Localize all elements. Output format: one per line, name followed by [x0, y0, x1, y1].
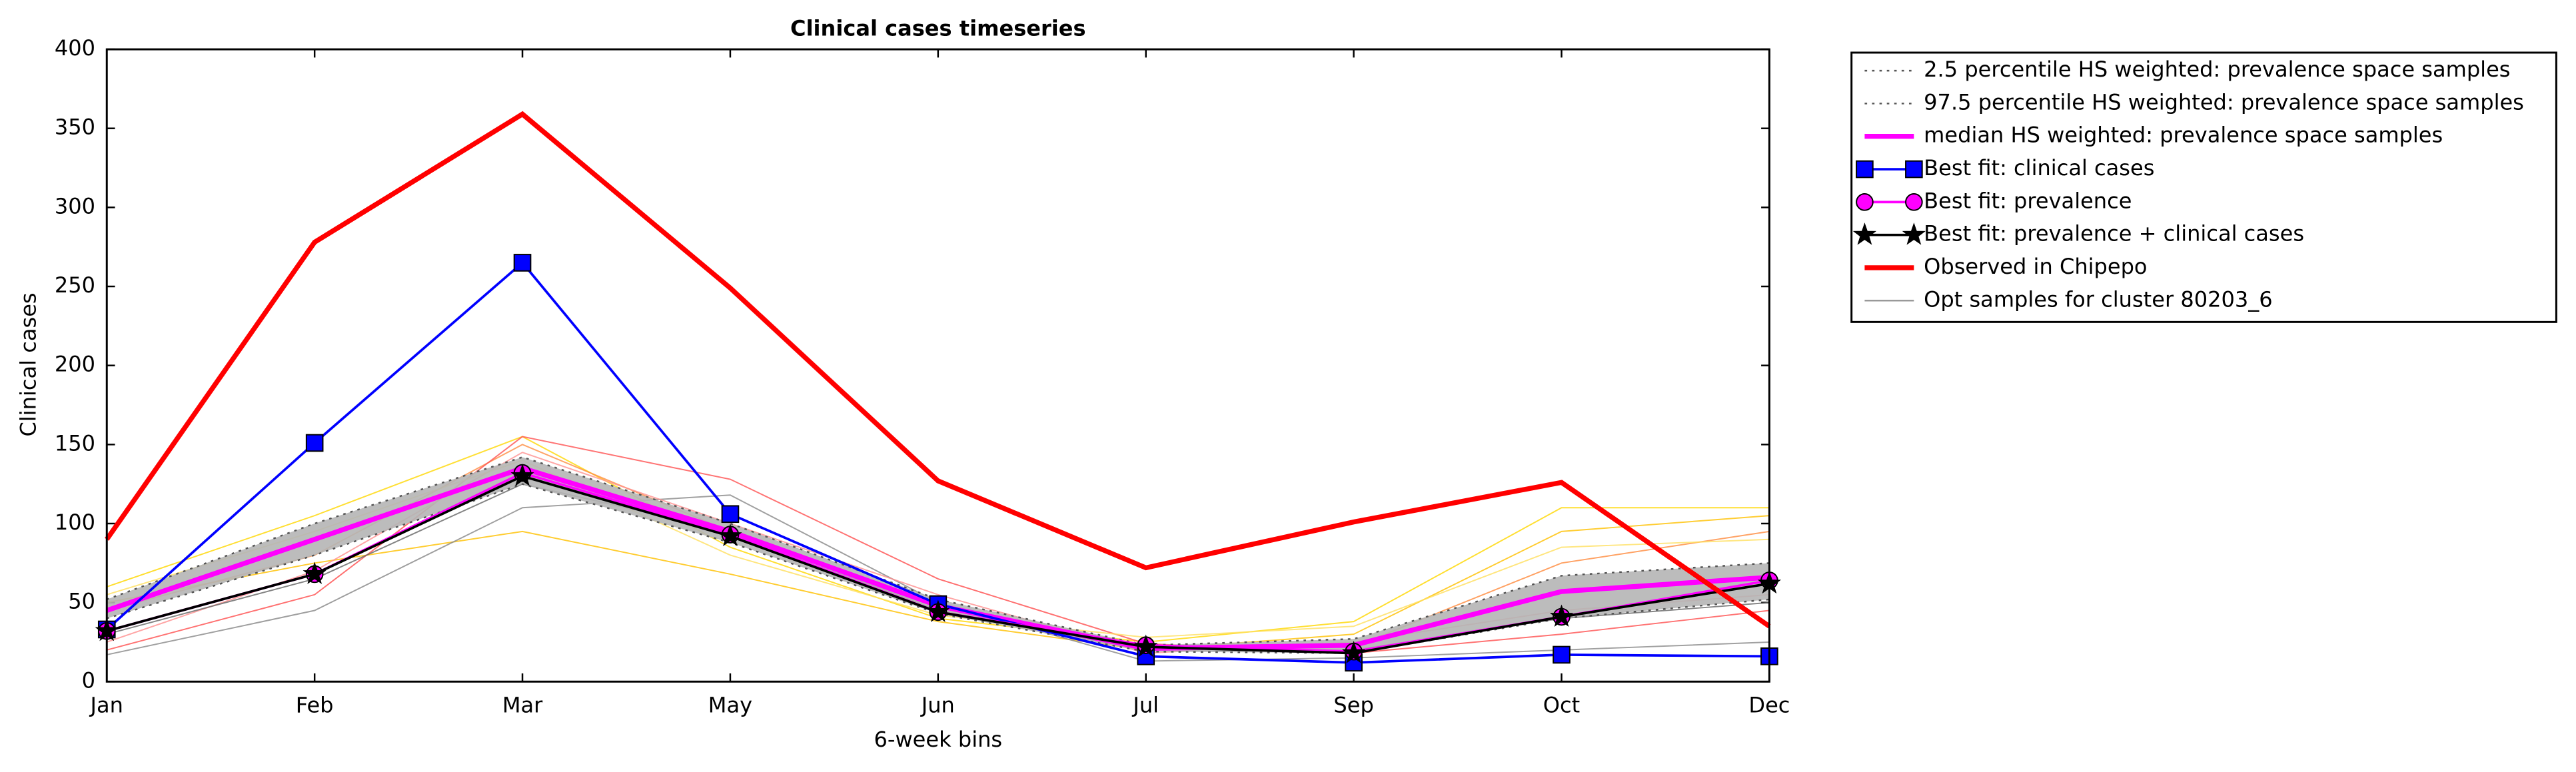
- x-tick-label: Mar: [502, 692, 543, 717]
- marker-star: [1549, 604, 1574, 627]
- marker-square: [1856, 160, 1874, 179]
- x-tick-label: Feb: [296, 692, 334, 717]
- marker-star: [303, 562, 326, 584]
- x-tick-label: Jul: [1131, 692, 1159, 717]
- y-tick-label: 250: [55, 272, 95, 298]
- marker-star: [926, 599, 950, 622]
- marker-circle: [1856, 193, 1874, 211]
- y-tick-label: 50: [68, 589, 95, 614]
- y-tick-label: 350: [55, 115, 95, 140]
- marker-circle: [1905, 193, 1923, 211]
- x-tick-label: Dec: [1748, 692, 1790, 717]
- x-tick-label: May: [708, 692, 752, 717]
- legend-label: 2.5 percentile HS weighted: prevalence s…: [1924, 57, 2510, 82]
- y-axis-label: Clinical cases: [15, 292, 41, 436]
- marker-star: [1902, 222, 1926, 245]
- marker-star: [1852, 222, 1877, 245]
- x-axis-label: 6-week bins: [874, 727, 1003, 752]
- legend-label: 97.5 percentile HS weighted: prevalence …: [1924, 89, 2524, 115]
- opt-sample-line: [107, 515, 1770, 651]
- legend-label: Best fit: prevalence + clinical cases: [1924, 221, 2304, 246]
- legend-label: Observed in Chipepo: [1924, 254, 2147, 279]
- y-tick-label: 300: [55, 193, 95, 218]
- legend-box: [1850, 51, 2557, 323]
- marker-star: [510, 464, 534, 486]
- legend: 2.5 percentile HS weighted: prevalence s…: [1852, 57, 2524, 312]
- legend-label: Best fit: prevalence: [1924, 188, 2132, 213]
- legend-label: median HS weighted: prevalence space sam…: [1924, 123, 2443, 148]
- marker-square: [721, 505, 740, 524]
- x-tick-label: Jun: [920, 692, 955, 717]
- marker-star: [1341, 641, 1366, 663]
- marker-star: [718, 524, 742, 546]
- legend-label: Opt samples for cluster 80203_6: [1924, 286, 2273, 312]
- y-tick-label: 0: [82, 667, 95, 693]
- x-tick-label: Oct: [1543, 692, 1580, 717]
- y-tick-label: 150: [55, 430, 95, 456]
- plot-area: 0 50 100 150 200 250 300 350 400 Jan Feb Mar May Jun J…: [55, 35, 1790, 717]
- x-tick-label: Sep: [1333, 692, 1373, 717]
- marker-square: [1553, 645, 1571, 664]
- x-tick-label: Jan: [89, 692, 123, 717]
- marker-square: [305, 434, 324, 452]
- series-line: [105, 111, 1771, 629]
- y-tick-label: 400: [55, 35, 95, 61]
- chart-title: Clinical cases timeseries: [790, 15, 1086, 41]
- legend-label: Best fit: clinical cases: [1924, 155, 2154, 181]
- y-tick-label: 200: [55, 352, 95, 377]
- marker-square: [1905, 160, 1923, 179]
- marker-star: [1134, 634, 1158, 657]
- marker-square: [513, 254, 532, 272]
- plot-frame: [105, 48, 1770, 683]
- y-tick-label: 100: [55, 510, 95, 535]
